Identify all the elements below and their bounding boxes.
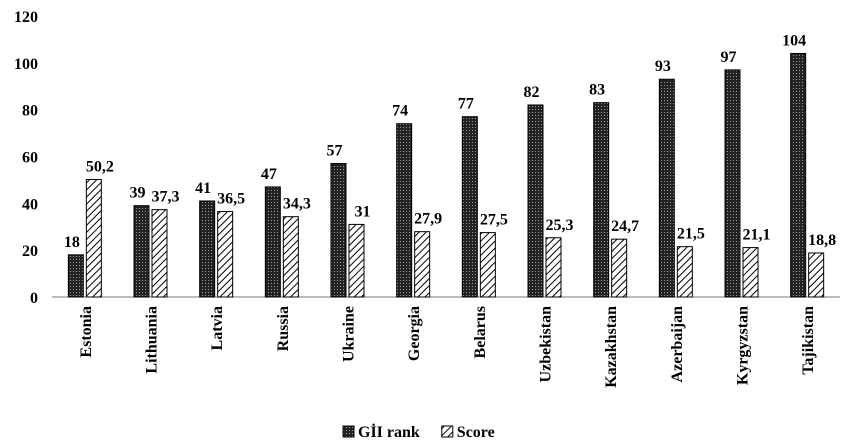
y-tick-label: 100 xyxy=(14,56,38,73)
x-tick-label: Belarus xyxy=(472,306,489,358)
bar xyxy=(461,116,478,298)
value-label: 57 xyxy=(327,143,343,160)
bar xyxy=(151,209,168,298)
x-tick-label: Russia xyxy=(275,306,292,351)
value-label: 97 xyxy=(721,49,737,66)
x-tick-label: Ukraine xyxy=(341,306,358,362)
value-label: 50,2 xyxy=(86,158,114,175)
y-tick-label: 20 xyxy=(22,243,38,260)
bar xyxy=(724,69,741,298)
value-label: 24,7 xyxy=(611,218,639,235)
value-label: 83 xyxy=(589,82,605,99)
value-label: 93 xyxy=(655,58,671,75)
value-label: 21,1 xyxy=(743,227,771,244)
bar xyxy=(67,254,84,298)
value-label: 36,5 xyxy=(217,191,245,208)
legend-swatch xyxy=(342,425,355,438)
legend-swatch xyxy=(441,425,454,438)
bar xyxy=(414,231,431,298)
value-label: 39 xyxy=(130,185,146,202)
value-label: 27,9 xyxy=(414,211,442,228)
bar xyxy=(85,178,102,298)
value-label: 34,3 xyxy=(283,196,311,213)
bar xyxy=(742,247,759,298)
value-label: 27,5 xyxy=(480,212,508,229)
bar xyxy=(217,211,234,298)
value-label: 74 xyxy=(392,103,408,120)
y-tick-label: 60 xyxy=(22,150,38,167)
value-label: 37,3 xyxy=(152,189,180,206)
bar xyxy=(790,52,807,298)
value-label: 21,5 xyxy=(677,226,705,243)
bar xyxy=(611,238,628,298)
value-label: 82 xyxy=(524,84,540,101)
bar xyxy=(545,237,562,298)
value-label: 18 xyxy=(64,234,80,251)
legend-label: GİI rank xyxy=(358,422,420,441)
bar xyxy=(199,200,216,298)
x-tick-label: Kyrgyzstan xyxy=(735,306,752,385)
bar xyxy=(264,186,281,298)
bar xyxy=(676,246,693,298)
bar xyxy=(593,102,610,298)
x-tick-label: Uzbekistan xyxy=(538,306,555,383)
bar xyxy=(658,78,675,298)
bar xyxy=(348,223,365,298)
bar xyxy=(808,252,825,298)
x-tick-label: Estonia xyxy=(78,306,95,358)
y-tick-label: 120 xyxy=(14,9,38,26)
x-tick-label: Lithuania xyxy=(144,306,161,374)
bar xyxy=(396,123,413,298)
y-tick-label: 40 xyxy=(22,196,38,213)
bar xyxy=(330,163,347,298)
value-label: 18,8 xyxy=(808,232,836,249)
value-label: 47 xyxy=(261,166,277,183)
bar xyxy=(479,232,496,298)
y-tick-label: 0 xyxy=(30,290,38,307)
x-tick-label: Tajikistan xyxy=(800,306,817,375)
value-label: 31 xyxy=(355,203,371,220)
x-tick-label: Azerbaijan xyxy=(669,306,686,383)
x-tick-label: Latvia xyxy=(209,306,226,350)
value-label: 104 xyxy=(782,32,806,49)
legend-label: Score xyxy=(457,424,495,441)
value-label: 25,3 xyxy=(546,217,574,234)
bar xyxy=(527,104,544,298)
bar xyxy=(282,216,299,298)
value-label: 77 xyxy=(458,96,474,113)
x-tick-label: Georgia xyxy=(406,306,423,361)
bar xyxy=(133,205,150,298)
x-tick-label: Kazakhstan xyxy=(603,306,620,388)
value-label: 41 xyxy=(195,180,211,197)
y-tick-label: 80 xyxy=(22,103,38,120)
